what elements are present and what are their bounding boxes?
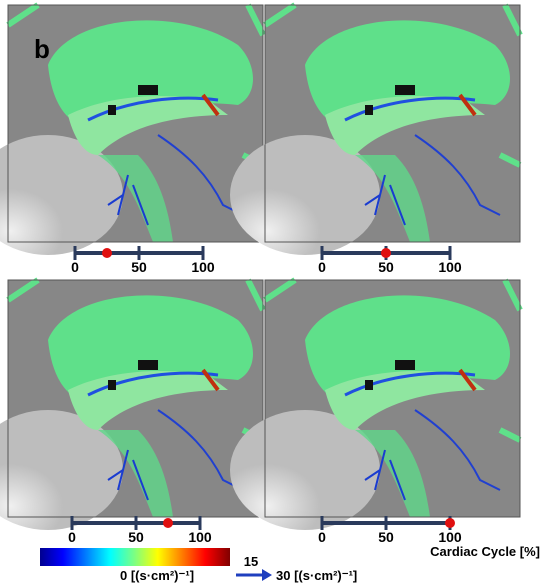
slider-tick-label: 0 bbox=[318, 529, 326, 545]
slider-tick-label: 100 bbox=[188, 529, 212, 545]
image-border bbox=[7, 4, 264, 243]
slider-tick-label: 50 bbox=[378, 259, 394, 275]
panels: 0 50 100 0 50 100 0 50 100 0 50 100 bbox=[0, 5, 520, 545]
slider-tick-label: 50 bbox=[128, 529, 144, 545]
slider-tick-label: 0 bbox=[68, 529, 76, 545]
cycle-marker bbox=[163, 518, 173, 528]
slider-tick-label: 100 bbox=[438, 529, 462, 545]
arrow-value: 15 bbox=[244, 554, 258, 569]
cycle-marker bbox=[381, 248, 391, 258]
slider-tick-label: 0 bbox=[318, 259, 326, 275]
flow-image bbox=[0, 280, 263, 530]
image-border bbox=[264, 279, 521, 518]
slider-tick-label: 100 bbox=[191, 259, 215, 275]
flow-image bbox=[230, 280, 520, 530]
axis-label: Cardiac Cycle [%] bbox=[430, 544, 540, 559]
flow-image bbox=[230, 5, 520, 255]
slider-tick-label: 0 bbox=[71, 259, 79, 275]
panel-label: b bbox=[34, 34, 50, 64]
slider-tick-label: 50 bbox=[131, 259, 147, 275]
cycle-marker bbox=[102, 248, 112, 258]
image-border bbox=[264, 4, 521, 243]
cycle-marker bbox=[445, 518, 455, 528]
colorbar bbox=[40, 548, 230, 566]
arrow-head bbox=[262, 569, 272, 581]
slider-tick-label: 100 bbox=[438, 259, 462, 275]
colorbar-min-label: 0 [(s·cm²)⁻¹] bbox=[120, 568, 194, 583]
arrow-label: 30 [(s·cm²)⁻¹] bbox=[276, 568, 357, 583]
slider-tick-label: 50 bbox=[378, 529, 394, 545]
